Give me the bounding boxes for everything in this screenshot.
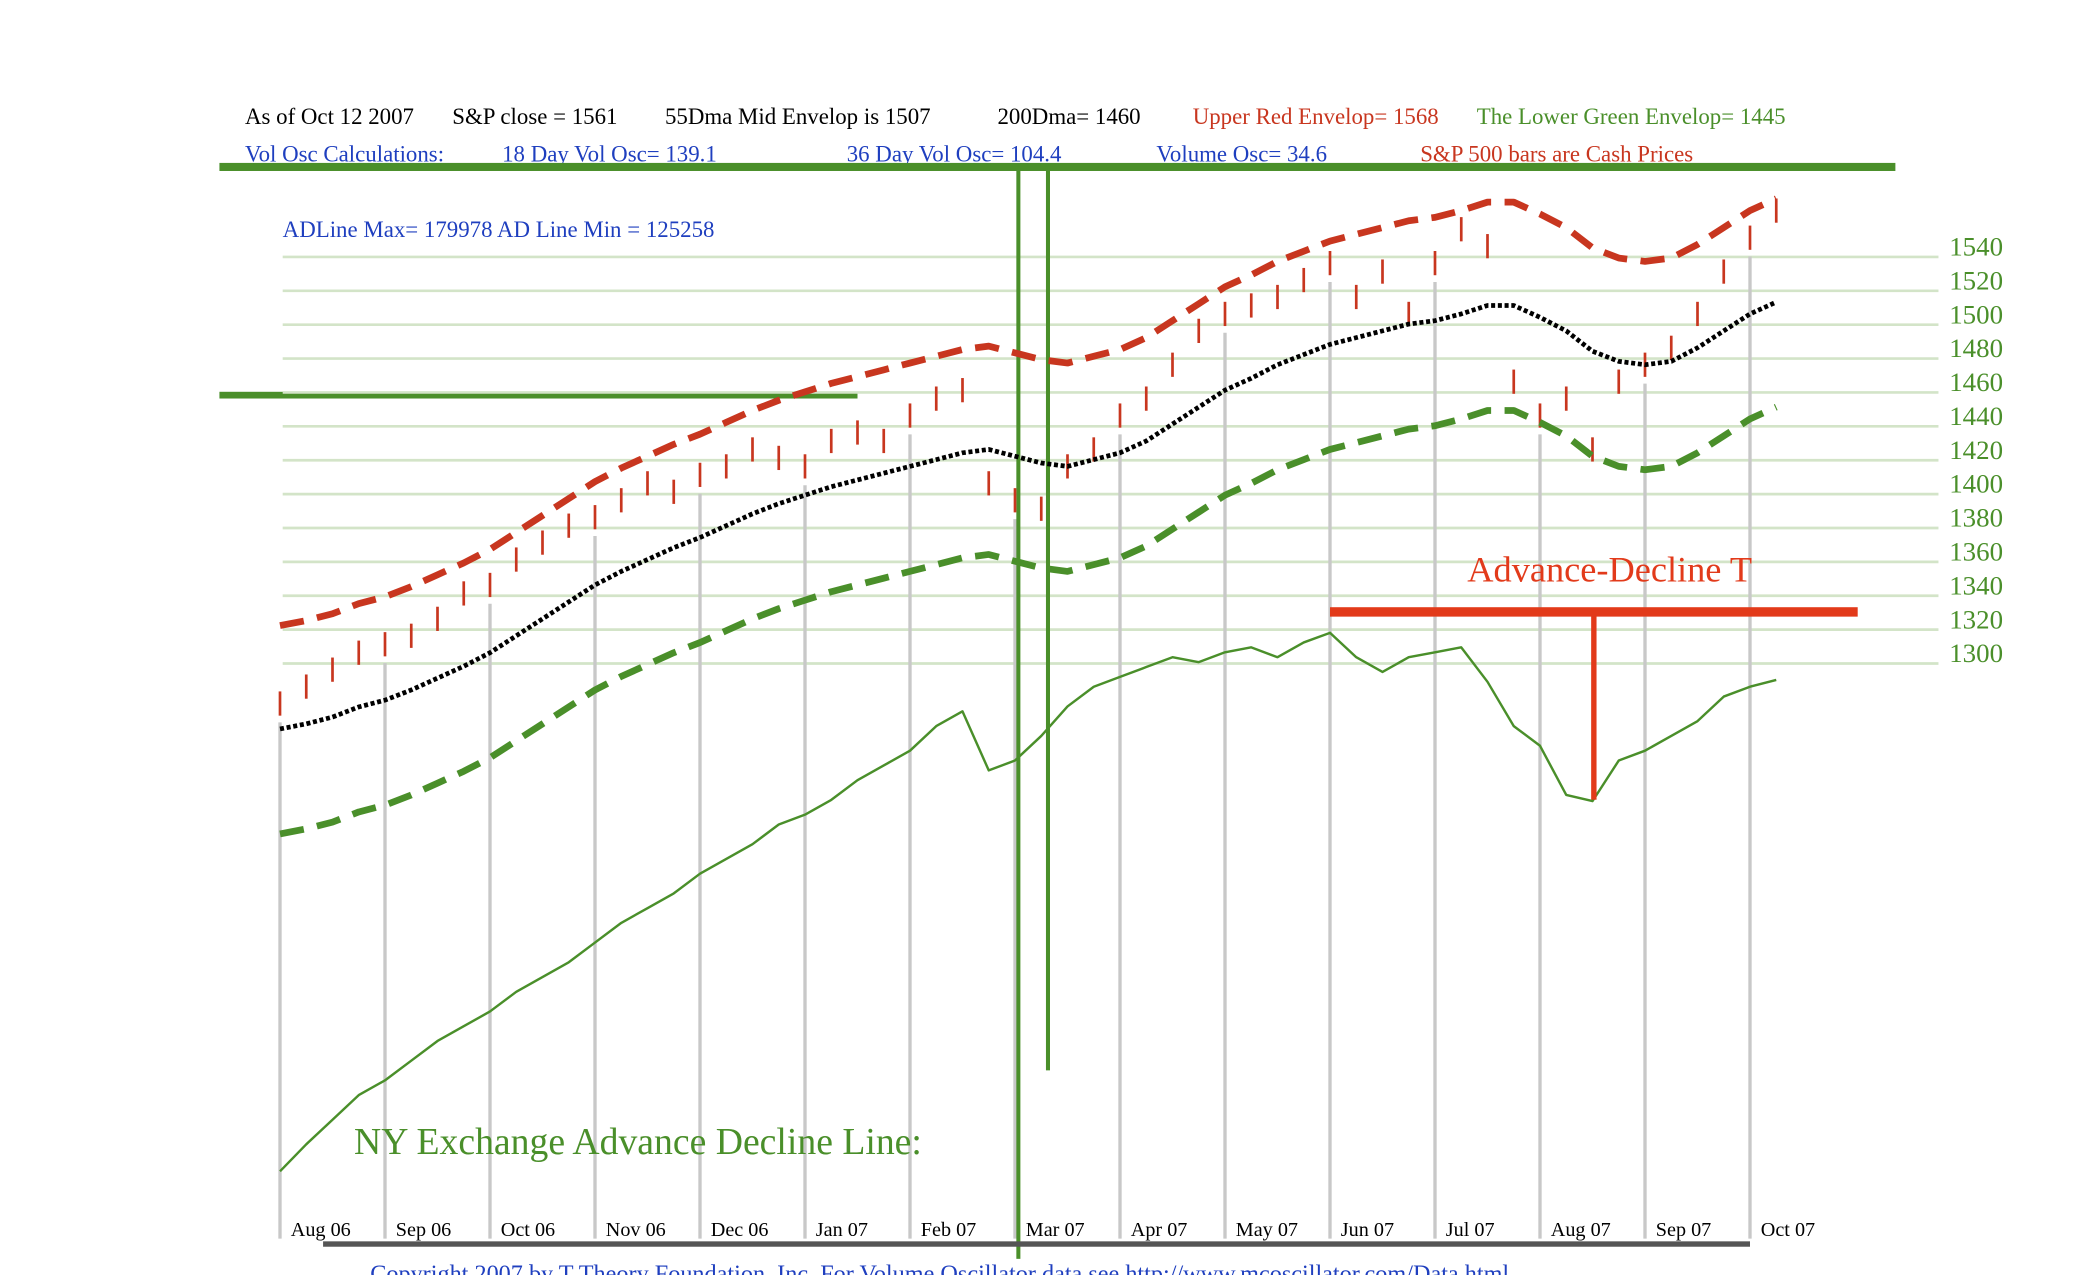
x-tick-label: Apr 07 [1131, 1219, 1188, 1241]
y-tick-label: 1300 [1949, 638, 2003, 668]
x-tick-label: Aug 06 [291, 1219, 351, 1241]
bottom-rule [323, 1241, 1751, 1247]
header-text: 200Dma= 1460 [997, 104, 1140, 129]
y-tick-label: 1460 [1949, 367, 2003, 397]
x-tick-label: Oct 06 [501, 1219, 555, 1241]
y-tick-label: 1520 [1949, 265, 2003, 295]
marker-line [1045, 170, 1050, 1071]
header-text: Volume Osc= 34.6 [1156, 142, 1327, 167]
ad-range: ADLine Max= 179978 AD Line Min = 125258 [283, 217, 715, 242]
t-label: Advance-Decline T [1467, 550, 1752, 590]
x-tick-label: Sep 06 [396, 1219, 452, 1241]
y-tick-label: 1420 [1949, 435, 2003, 465]
marker-line [1016, 170, 1021, 1259]
envelope-line [279, 299, 1778, 732]
y-tick-label: 1440 [1949, 401, 2003, 431]
y-tick-label: 1340 [1949, 570, 2003, 600]
t-bar [1330, 607, 1858, 617]
footer: Copyright 2007 by T Theory Foundation, I… [370, 1261, 1509, 1275]
plot [278, 195, 1778, 1173]
header-text: As of Oct 12 2007 [245, 104, 414, 129]
ad-title: NY Exchange Advance Decline Line: [354, 1121, 922, 1163]
x-tick-label: Mar 07 [1026, 1219, 1085, 1241]
y-tick-label: 1320 [1949, 604, 2003, 634]
header-text: S&P close = 1561 [452, 104, 617, 129]
y-tick-label: 1500 [1949, 299, 2003, 329]
top-rule [219, 162, 1896, 171]
header-text: Vol Osc Calculations: [245, 142, 444, 167]
y-tick-label: 1360 [1949, 537, 2003, 567]
x-tick-label: Jun 07 [1341, 1219, 1394, 1241]
envelope-line [279, 195, 1778, 629]
x-tick-label: Dec 06 [711, 1219, 769, 1241]
x-tick-label: May 07 [1236, 1219, 1298, 1241]
header-text: Upper Red Envelop= 1568 [1193, 104, 1439, 129]
header-text: 55Dma Mid Envelop is 1507 [665, 104, 931, 129]
x-tick-label: Aug 07 [1551, 1219, 1611, 1241]
envelope-line [279, 404, 1778, 838]
x-tick-label: Sep 07 [1656, 1219, 1712, 1241]
x-tick-label: Jan 07 [816, 1219, 868, 1241]
y-tick-label: 1380 [1949, 503, 2003, 533]
x-axis: Aug 06 Sep 06 Oct 06 Nov 06 Dec 06 Jan 07 Feb … [291, 1219, 1815, 1241]
x-tick-label: Jul 07 [1446, 1219, 1495, 1241]
level-rule [219, 391, 858, 399]
month-lines [278, 256, 1752, 1239]
header-text: The Lower Green Envelop= 1445 [1477, 104, 1786, 129]
header-text: 36 Day Vol Osc= 104.4 [847, 142, 1062, 167]
x-tick-label: Feb 07 [921, 1219, 977, 1241]
y-tick-label: 1480 [1949, 333, 2003, 363]
header: As of Oct 12 2007 S&P close = 1561 55Dma… [245, 104, 1786, 167]
y-tick-label: 1540 [1949, 232, 2003, 262]
ad-line [279, 631, 1777, 1173]
header-text: S&P 500 bars are Cash Prices [1420, 142, 1693, 167]
x-tick-label: Nov 06 [606, 1219, 666, 1241]
y-tick-label: 1400 [1949, 469, 2003, 499]
t-stem [1591, 613, 1597, 800]
x-tick-label: Oct 07 [1761, 1219, 1815, 1241]
header-text: 18 Day Vol Osc= 139.1 [502, 142, 717, 167]
